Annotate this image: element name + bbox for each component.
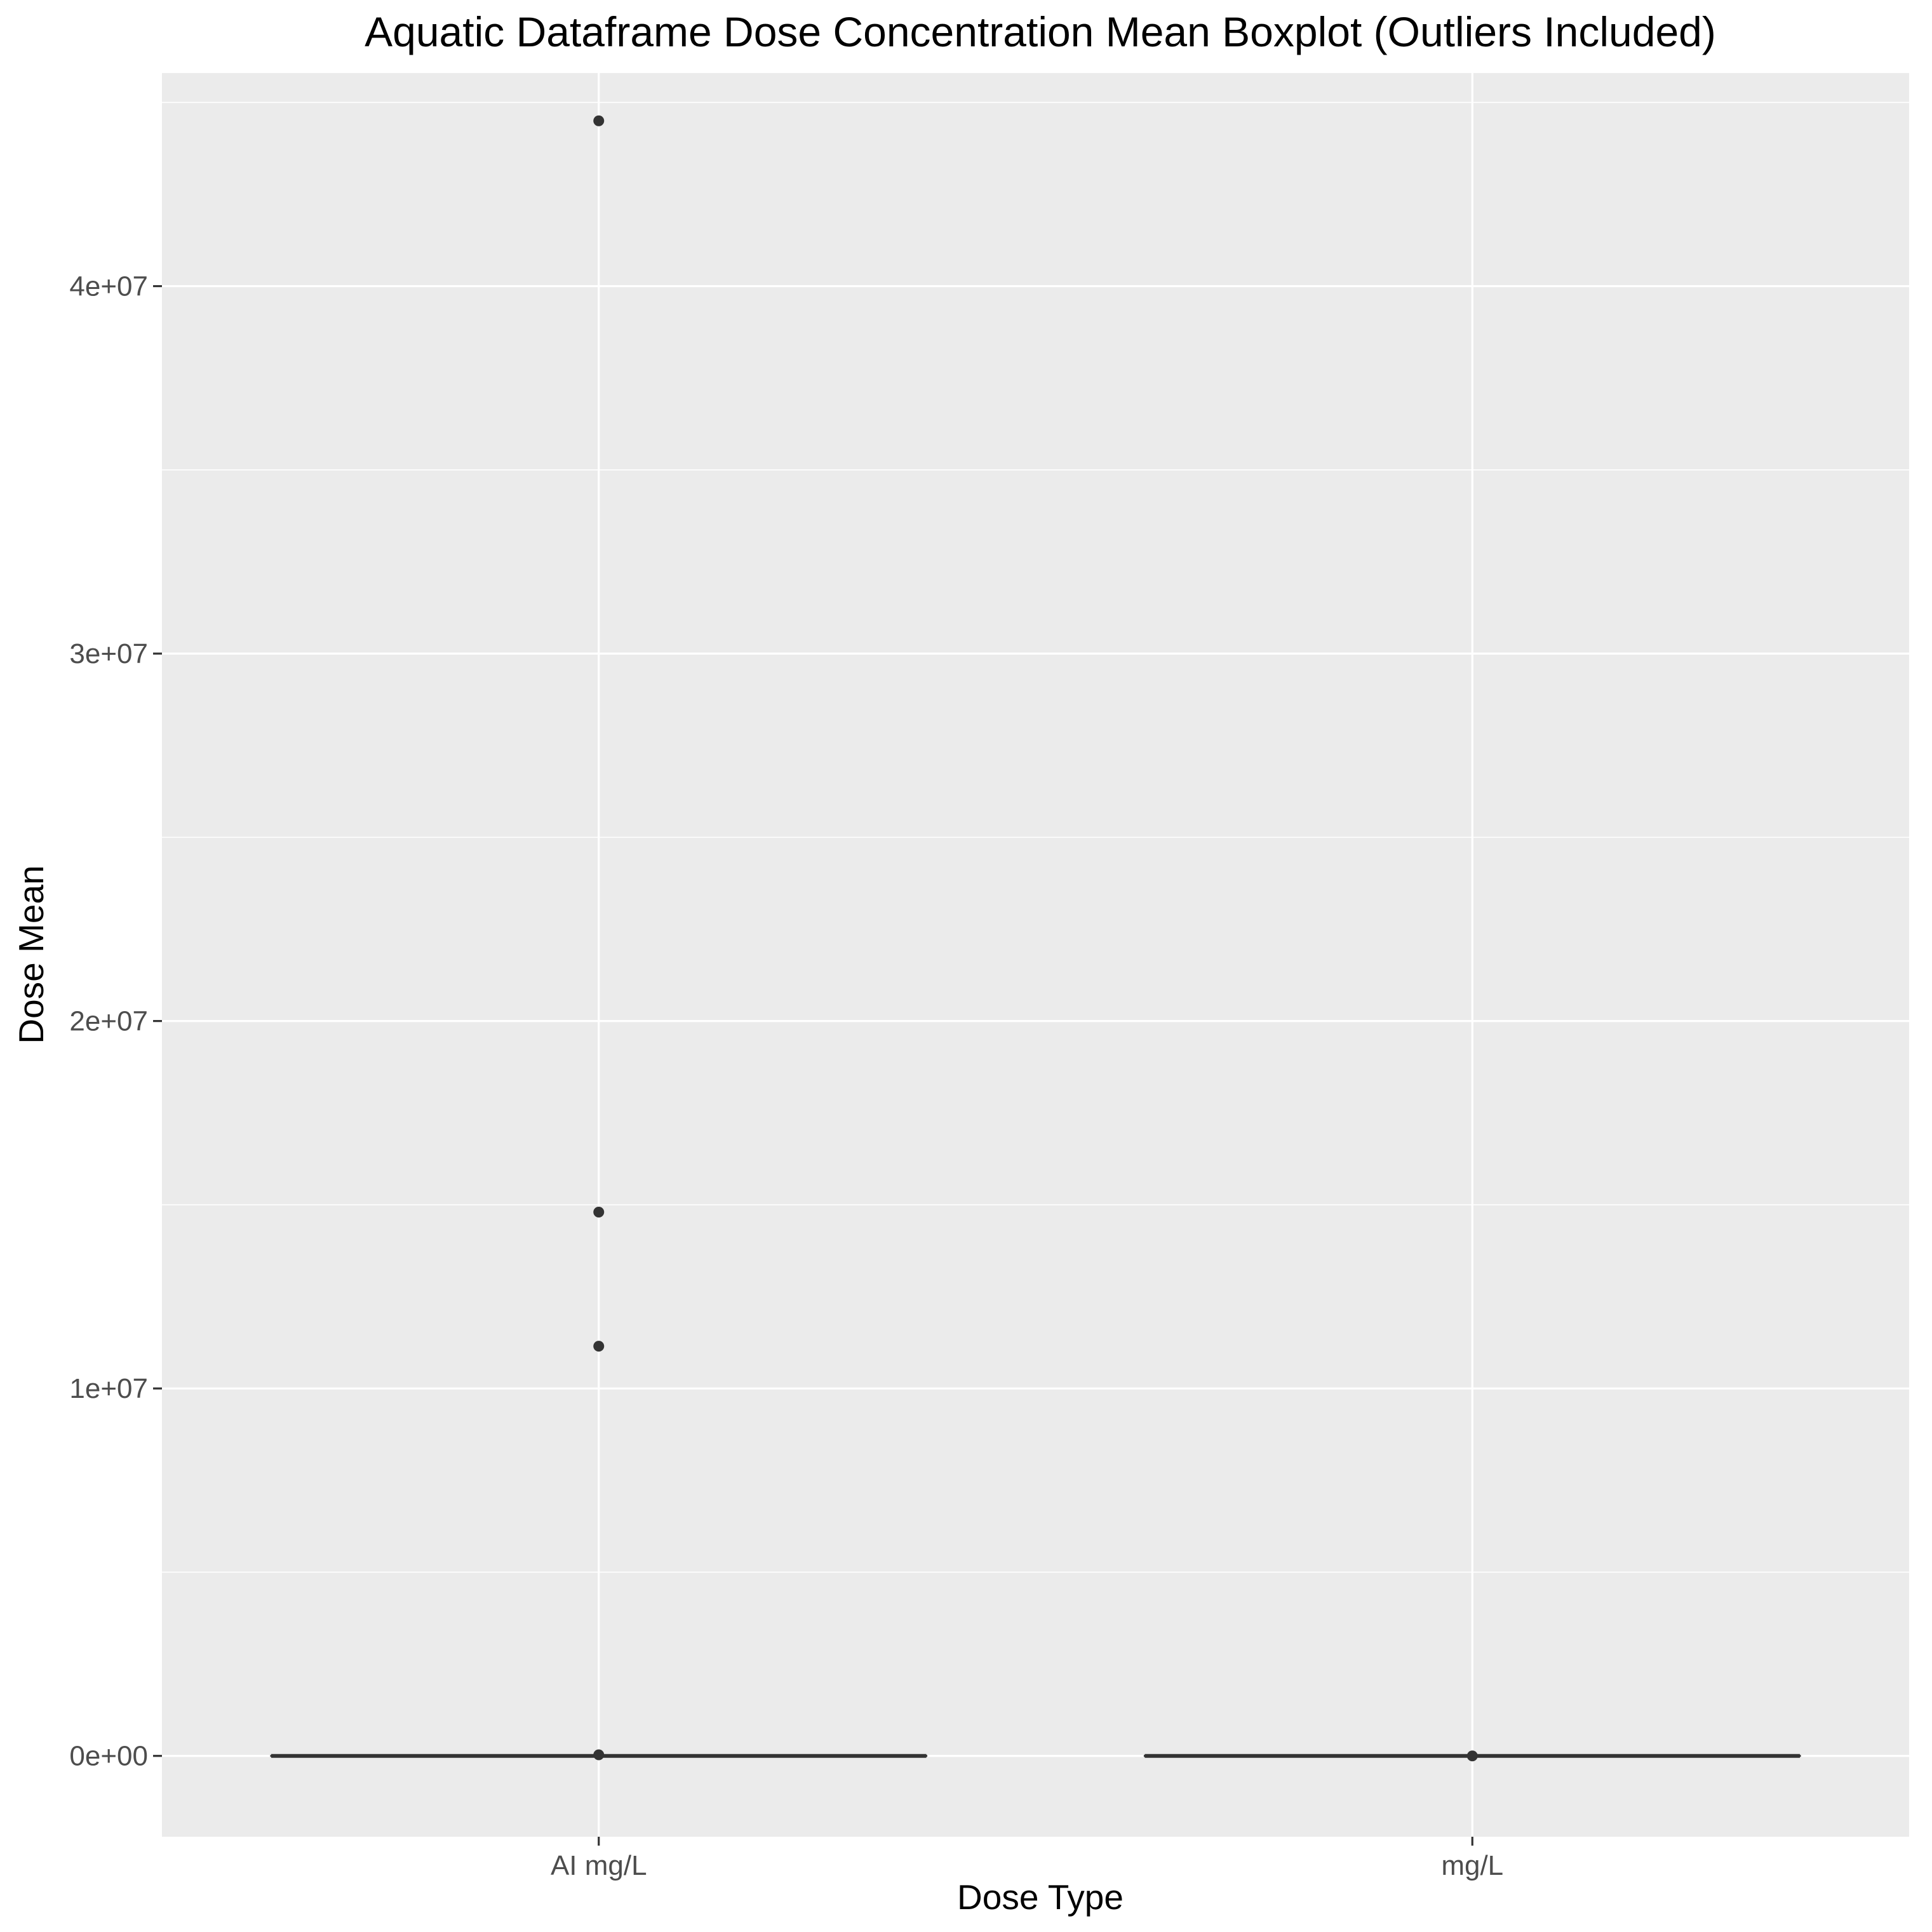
x-tick-label: AI mg/L — [551, 1850, 647, 1881]
outlier-points — [593, 115, 1478, 1762]
y-tick-label: 0e+00 — [69, 1741, 148, 1772]
y-tick-label: 4e+07 — [69, 271, 148, 302]
outlier-point — [593, 115, 605, 126]
minor-gridlines — [162, 102, 1909, 1573]
y-axis: 0e+00 1e+07 2e+07 3e+07 4e+07 — [69, 271, 162, 1772]
y-tick-label: 2e+07 — [69, 1006, 148, 1037]
outlier-point — [1466, 1750, 1478, 1762]
y-axis-title: Dose Mean — [11, 865, 51, 1043]
outlier-point — [593, 1749, 605, 1761]
x-tick-label: mg/L — [1441, 1850, 1503, 1881]
major-gridlines — [162, 73, 1909, 1837]
outlier-point — [593, 1341, 605, 1352]
chart-title: Aquatic Dataframe Dose Concentration Mea… — [365, 8, 1716, 55]
outlier-point — [593, 1206, 605, 1218]
plot-panel — [162, 73, 1909, 1837]
y-tick-label: 3e+07 — [69, 638, 148, 669]
y-tick-label: 1e+07 — [69, 1373, 148, 1404]
x-axis: AI mg/L mg/L — [551, 1837, 1503, 1881]
x-axis-title: Dose Type — [957, 1877, 1124, 1917]
